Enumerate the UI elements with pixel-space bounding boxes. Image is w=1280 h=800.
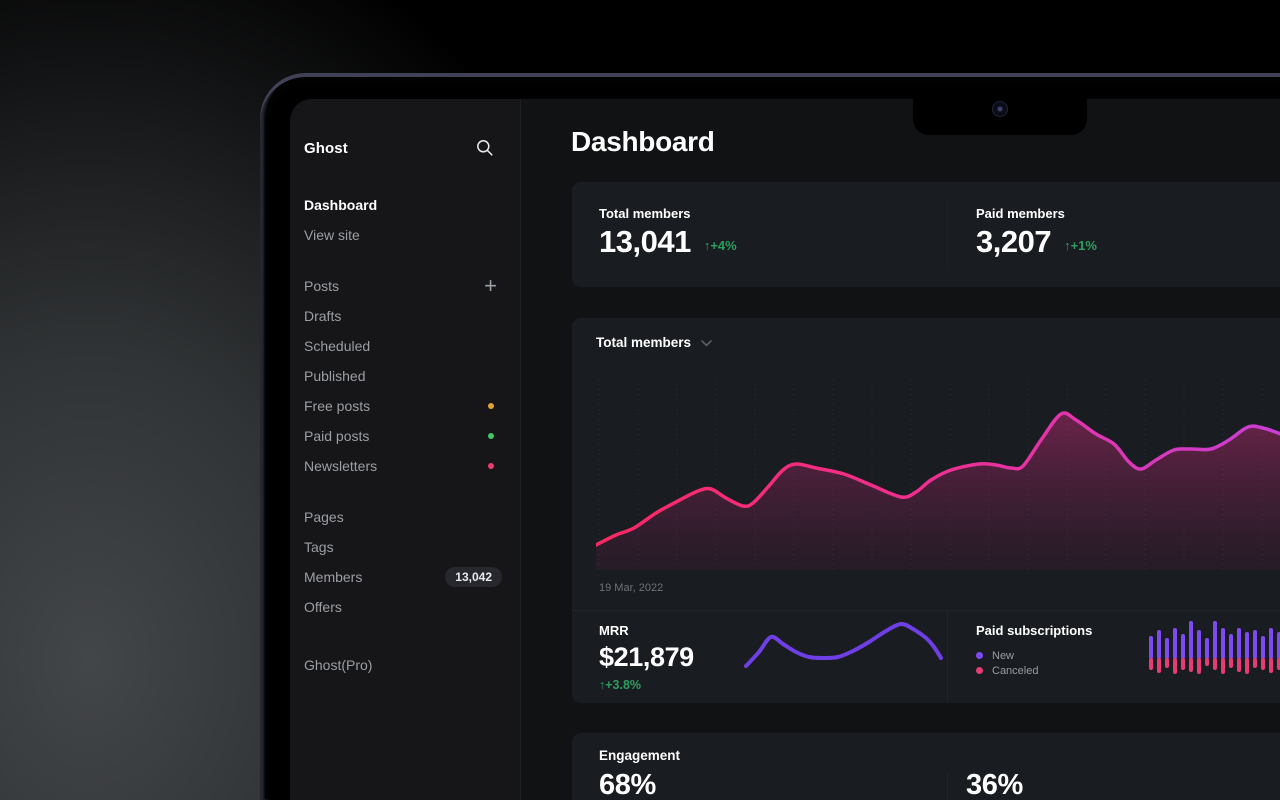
sidebar-item-label: Free posts (304, 398, 371, 414)
newsletters-dot-icon (488, 463, 494, 469)
main-content: Dashboard Total members 13,041 ↑+4% Paid… (521, 99, 1280, 800)
sidebar-item-tags[interactable]: Tags (290, 532, 520, 562)
sidebar-item-posts[interactable]: Posts + (290, 271, 520, 301)
mrr-delta: ↑+3.8% (599, 678, 642, 692)
mrr-stat: MRR $21,879 ↑+3.8% (599, 623, 694, 692)
sidebar-item-pages[interactable]: Pages (290, 502, 520, 532)
chart-title: Total members (596, 335, 692, 350)
laptop-frame: Ghost Dashboard View site Posts + Drafts Sche… (260, 73, 1280, 800)
engagement-label: Engagement (599, 748, 681, 763)
sidebar-item-scheduled[interactable]: Scheduled (290, 331, 520, 361)
subscriptions-bar-chart (1149, 621, 1280, 674)
stat-label: Paid members (976, 206, 1065, 221)
paid-posts-dot-icon (488, 433, 494, 439)
sidebar-item-label: Pages (304, 509, 344, 525)
up-arrow-icon: ↑ (703, 238, 711, 253)
card-divider (572, 610, 1280, 611)
legend: New Canceled (976, 648, 1092, 678)
sidebar-item-published[interactable]: Published (290, 361, 520, 391)
stat-value: 13,041 (599, 224, 691, 259)
card-divider (947, 773, 948, 800)
new-dot-icon (976, 652, 983, 659)
ghost-logo: Ghost (304, 139, 348, 157)
mrr-label: MRR (599, 623, 629, 638)
sidebar-item-label: Ghost(Pro) (304, 657, 373, 673)
sidebar-item-label: Members (304, 569, 363, 585)
sidebar-item-label: Offers (304, 599, 342, 615)
sidebar-item-label: Newsletters (304, 458, 378, 474)
sidebar-item-label: Posts (304, 278, 340, 294)
card-divider (947, 610, 948, 703)
add-post-icon[interactable]: + (484, 273, 497, 298)
paid-subscriptions-stat: Paid subscriptions New Canceled (976, 623, 1092, 678)
chart-metric-select[interactable]: Total members (596, 335, 712, 350)
engagement-value-1: 68% (599, 769, 656, 800)
laptop-screen: Ghost Dashboard View site Posts + Drafts Sche… (268, 84, 1280, 800)
sidebar-item-paid-posts[interactable]: Paid posts (290, 421, 520, 451)
legend-item-new: New (976, 648, 1092, 663)
up-arrow-icon: ↑ (599, 678, 606, 692)
stat-label: Total members (599, 206, 691, 221)
paid-subscriptions-label: Paid subscriptions (976, 623, 1093, 638)
chart-date-label: 19 Mar, 2022 (599, 582, 664, 594)
sidebar-item-dashboard[interactable]: Dashboard (290, 190, 520, 220)
total-members-stat: Total members 13,041 ↑+4% (599, 206, 737, 258)
webcam-icon (992, 101, 1008, 117)
sidebar-item-label: Dashboard (304, 197, 378, 213)
members-area-chart (596, 379, 1280, 570)
sidebar-item-members[interactable]: Members 13,042 (290, 562, 520, 592)
stats-card: Total members 13,041 ↑+4% Paid members 3… (572, 182, 1280, 287)
sidebar-item-newsletters[interactable]: Newsletters (290, 451, 520, 481)
sidebar-item-label: Scheduled (304, 338, 371, 354)
sidebar-header: Ghost (290, 99, 520, 157)
chevron-down-icon (701, 340, 712, 347)
stat-value: 3,207 (976, 224, 1052, 259)
page-title: Dashboard (571, 126, 715, 157)
sidebar: Ghost Dashboard View site Posts + Drafts Sche… (290, 99, 521, 800)
sidebar-item-offers[interactable]: Offers (290, 592, 520, 622)
laptop-notch (913, 84, 1087, 135)
paid-members-stat: Paid members 3,207 ↑+1% (976, 206, 1097, 258)
sidebar-nav: Dashboard View site Posts + Drafts Scheduled P… (290, 190, 520, 680)
mrr-sparkline (744, 621, 943, 668)
engagement-value-2: 36% (966, 769, 1023, 800)
stats-divider (947, 200, 948, 269)
search-icon[interactable] (476, 139, 494, 157)
sidebar-item-label: Paid posts (304, 428, 370, 444)
stat-delta: ↑+4% (703, 238, 737, 253)
sidebar-item-free-posts[interactable]: Free posts (290, 391, 520, 421)
engagement-card: Engagement 68% 36% (572, 733, 1280, 800)
sidebar-item-label: Drafts (304, 308, 342, 324)
mrr-value: $21,879 (599, 642, 694, 672)
sidebar-item-ghost-pro[interactable]: Ghost(Pro) (290, 650, 520, 680)
stat-delta: ↑+1% (1064, 238, 1097, 253)
sidebar-item-label: Tags (304, 539, 334, 555)
legend-item-canceled: Canceled (976, 663, 1092, 678)
sidebar-item-label: Published (304, 368, 366, 384)
members-count-badge: 13,042 (445, 567, 502, 587)
free-posts-dot-icon (488, 403, 494, 409)
canceled-dot-icon (976, 667, 983, 674)
sidebar-item-view-site[interactable]: View site (290, 220, 520, 250)
sidebar-item-label: View site (304, 227, 360, 243)
ghost-admin-app: Ghost Dashboard View site Posts + Drafts Sche… (290, 99, 1280, 800)
up-arrow-icon: ↑ (1064, 238, 1071, 253)
sidebar-item-drafts[interactable]: Drafts (290, 301, 520, 331)
members-chart-card: Total members 19 Mar, 2022 MRR $21,879 ↑… (572, 318, 1280, 703)
